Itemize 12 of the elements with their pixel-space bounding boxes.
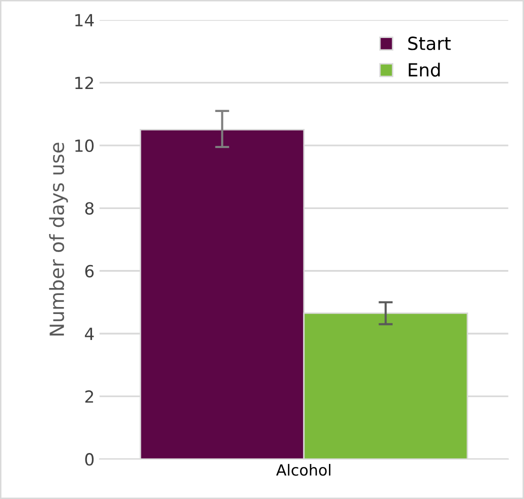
y-tick-label: 8 xyxy=(85,202,94,215)
y-tick-label: 6 xyxy=(85,264,94,278)
y-tick-label: 10 xyxy=(75,139,94,152)
legend-label: End xyxy=(408,62,440,77)
legend-label: Start xyxy=(408,36,451,50)
y-axis-title: Number of days use xyxy=(49,142,68,336)
y-tick-label: 4 xyxy=(84,328,94,340)
y-tick-label: 14 xyxy=(75,14,94,26)
y-tick-label: 2 xyxy=(85,390,94,403)
y-tick-label: 0 xyxy=(85,453,94,466)
x-tick-label: Alcohol xyxy=(276,464,330,476)
y-tick-label: 12 xyxy=(75,76,94,90)
